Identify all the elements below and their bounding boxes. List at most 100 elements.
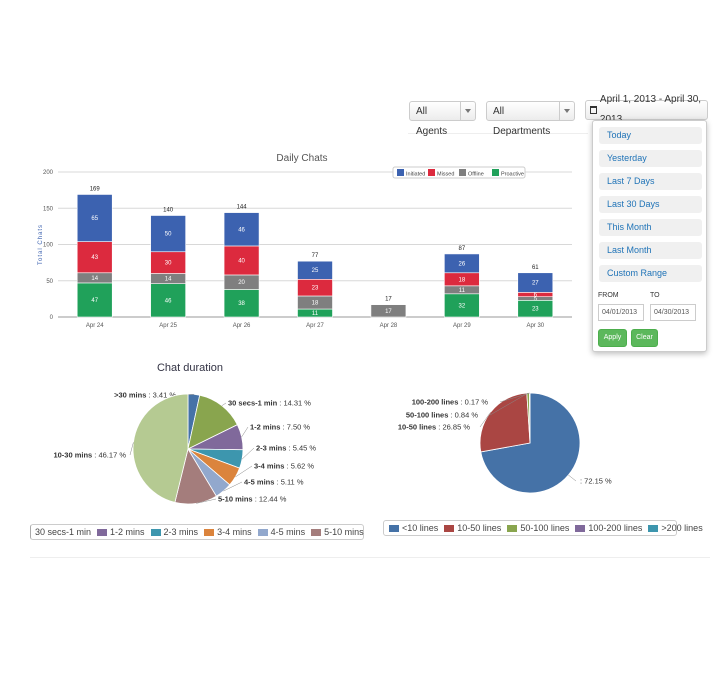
bar-total-label: 140	[163, 208, 174, 214]
pie-label: 10-30 mins : 46.17 %	[53, 451, 126, 460]
bar-value-label: 5	[534, 297, 538, 303]
legend-swatch	[507, 524, 518, 532]
range-option-today[interactable]: Today	[599, 127, 702, 144]
chart-title: Daily Chats	[276, 153, 327, 164]
legend-swatch	[492, 169, 499, 176]
y-tick-label: 200	[43, 170, 54, 176]
from-date-input[interactable]: 04/01/2013	[598, 304, 644, 321]
x-tick-label: Apr 26	[233, 323, 251, 329]
chart-title: Chat duration	[157, 362, 223, 374]
legend-label: Proactive	[501, 172, 524, 178]
bar-value-label: 26	[459, 261, 466, 267]
x-tick-label: Apr 29	[453, 323, 471, 329]
legend-swatch	[428, 169, 435, 176]
pie-connector	[241, 426, 249, 438]
pie-connector	[235, 465, 253, 478]
agents-filter-dropdown[interactable]: All Agents	[409, 101, 476, 137]
pie-label: 2-3 mins : 5.45 %	[256, 444, 316, 453]
chevron-down-icon	[460, 102, 475, 120]
legend-item[interactable]: 10-50 lines	[444, 523, 501, 533]
bar-segment	[150, 215, 186, 253]
pie-label: 1-2 mins : 7.50 %	[250, 423, 310, 432]
pie-label-name: 100-200 lines	[412, 398, 459, 407]
range-option-last-7-days[interactable]: Last 7 Days	[599, 173, 702, 190]
pie-label-value: : 5.11 %	[274, 478, 303, 487]
legend-label: Initiated	[406, 172, 425, 178]
bar-value-label: 43	[91, 255, 98, 261]
legend-item[interactable]: 50-100 lines	[507, 523, 569, 533]
bar-value-label: 18	[312, 301, 319, 307]
pie-label-name: 5-10 mins	[218, 495, 253, 504]
pie-connector	[499, 392, 530, 403]
bar-total-label: 169	[90, 186, 101, 192]
range-option-yesterday[interactable]: Yesterday	[599, 150, 702, 167]
legend-swatch	[459, 169, 466, 176]
bar-segment	[76, 282, 113, 318]
calendar-icon	[590, 106, 597, 114]
legend-item[interactable]: 4-5 mins	[257, 527, 305, 537]
legend-swatch	[97, 528, 108, 536]
pie-label: 50-100 lines : 0.84 %	[406, 411, 478, 420]
bar-value-label: 65	[91, 216, 98, 222]
bar-value-label: 17	[385, 309, 392, 315]
to-date-input[interactable]: 04/30/2013	[650, 304, 696, 321]
pie-label-name: 1-2 mins	[250, 423, 280, 432]
y-tick-label: 50	[46, 279, 53, 285]
apply-button[interactable]: Apply	[598, 329, 627, 347]
bar-segment	[370, 304, 407, 318]
agents-filter-label: All Agents	[416, 106, 448, 137]
pie-connector	[221, 402, 227, 406]
bar-value-label: 6	[534, 293, 538, 299]
section-divider	[30, 557, 710, 558]
legend-swatch	[397, 169, 404, 176]
x-tick-label: Apr 24	[86, 323, 104, 329]
pie-label-value: : 0.84 %	[448, 411, 478, 420]
range-option-this-month[interactable]: This Month	[599, 219, 702, 236]
legend-item[interactable]: <10 lines	[389, 523, 438, 533]
bar-value-label: 27	[532, 281, 539, 287]
chat-duration-chart: Chat duration >30 mins : 3.41 % 30 secs-1 …	[53, 362, 316, 505]
legend-item[interactable]: 2-3 mins	[150, 527, 198, 537]
pie-label: 5-10 mins : 12.44 %	[218, 495, 287, 504]
legend-label: 5-10 mins	[324, 527, 364, 537]
legend-item[interactable]: 3-4 mins	[204, 527, 252, 537]
bar-value-label: 50	[165, 232, 172, 238]
legend-swatch	[204, 528, 215, 536]
pie-label: 3-4 mins : 5.62 %	[254, 462, 314, 471]
x-tick-label: Apr 30	[526, 323, 544, 329]
pie-label-name: 2-3 mins	[256, 444, 286, 453]
range-option-last-month[interactable]: Last Month	[599, 242, 702, 259]
pie-label-value: : 5.62 %	[284, 462, 314, 471]
x-tick-label: Apr 25	[159, 323, 177, 329]
bar-value-label: 18	[459, 277, 466, 283]
chat-duration-legend: 30 secs-1 min 1-2 mins 2-3 mins 3-4 mins…	[30, 524, 364, 540]
chat-lines-chart: : 72.15 % 10-50 lines : 26.85 % 50-100 lin…	[398, 392, 612, 494]
legend-item[interactable]: >200 lines	[648, 523, 703, 533]
pie-slice	[132, 393, 189, 503]
x-tick-label: Apr 28	[380, 323, 398, 329]
date-range-button[interactable]: April 1, 2013 - April 30, 2013	[585, 94, 708, 125]
legend-label: 1-2 mins	[110, 527, 145, 537]
legend-item[interactable]: 5-10 mins	[311, 527, 364, 537]
legend-label: 30 secs-1 min	[35, 527, 92, 537]
bar-value-label: 14	[91, 276, 98, 282]
bar-value-label: 23	[312, 286, 319, 292]
legend-swatch	[648, 524, 659, 532]
clear-button[interactable]: Clear	[631, 329, 658, 347]
pie-label: 30 secs-1 min : 14.31 %	[228, 399, 311, 408]
pie-connector	[489, 392, 529, 416]
pie-connector	[479, 412, 491, 428]
bar-segment	[76, 194, 113, 242]
bar-value-label: 23	[532, 307, 539, 313]
departments-filter-dropdown[interactable]: All Departments	[486, 101, 575, 137]
bar-value-label: 38	[238, 301, 245, 307]
legend-item[interactable]: 30 secs-1 min	[35, 527, 91, 537]
range-option-last-30-days[interactable]: Last 30 Days	[599, 196, 702, 213]
range-option-custom-range[interactable]: Custom Range	[599, 265, 702, 282]
legend-item[interactable]: 1-2 mins	[97, 527, 145, 537]
legend-swatch	[257, 528, 268, 536]
legend-item[interactable]: 100-200 lines	[575, 523, 642, 533]
bar-value-label: 25	[312, 268, 319, 274]
legend-swatch	[444, 524, 455, 532]
